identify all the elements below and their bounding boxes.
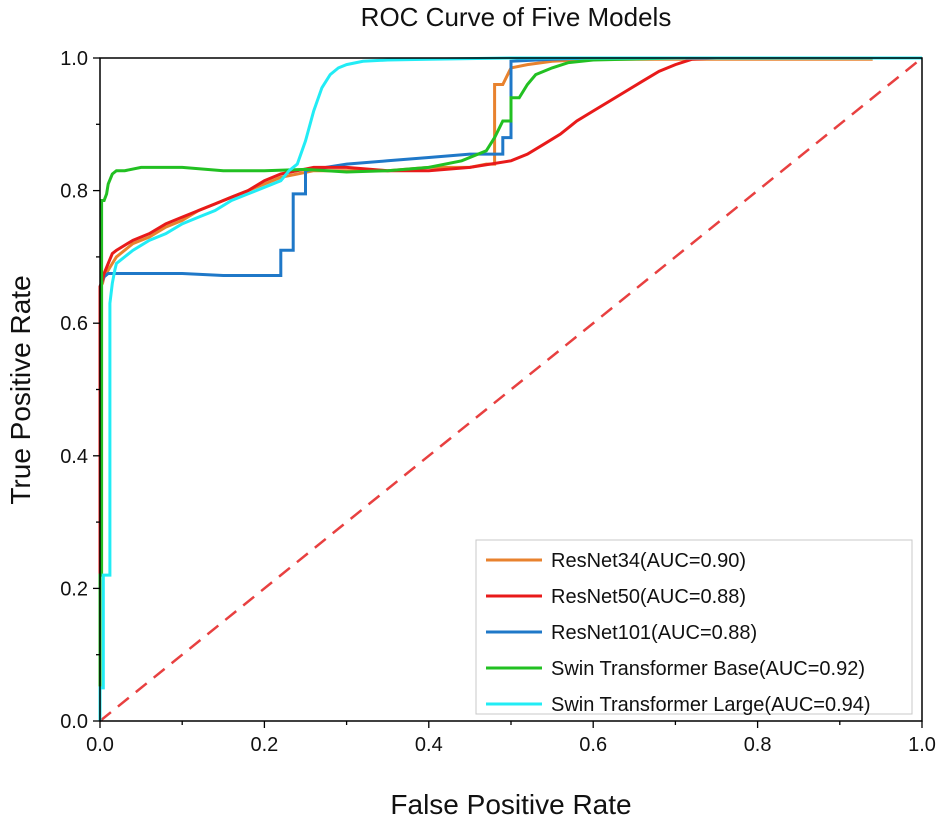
y-tick-label: 0.8: [60, 181, 88, 203]
series-line-resnet101-auc-0-88: [98, 56, 922, 721]
y-axis-ticks: 0.0 0.2 0.4 0.6 0.8 1.0: [60, 48, 100, 733]
x-axis-ticks: 0.0 0.2 0.4 0.6 0.8 1.0: [86, 721, 936, 756]
legend-label: Swin Transformer Large(AUC=0.94): [551, 694, 871, 716]
series-line-swin-transformer-base-auc-0-92: [98, 56, 922, 721]
legend-label: ResNet101(AUC=0.88): [551, 622, 757, 644]
legend: ResNet34(AUC=0.90) ResNet50(AUC=0.88) ResN…: [475, 539, 913, 716]
y-tick-label: 0.6: [60, 313, 88, 335]
legend-box: [475, 539, 913, 715]
legend-label: Swin Transformer Base(AUC=0.92): [551, 658, 865, 680]
x-tick-label: 0.2: [250, 734, 278, 756]
series-line-chance-diagonal: [99, 57, 923, 722]
chart-title: ROC Curve of Five Models: [361, 2, 672, 32]
series-line-swin-transformer-large-auc-0-94: [98, 56, 922, 721]
x-tick-label: 0.6: [579, 734, 607, 756]
y-tick-label: 0.0: [60, 711, 88, 733]
x-tick-label: 0.4: [415, 734, 443, 756]
series-line-resnet50-auc-0-88: [98, 56, 922, 721]
legend-label: ResNet50(AUC=0.88): [551, 586, 746, 608]
x-tick-label: 1.0: [908, 734, 936, 756]
series-line-resnet34-auc-0-90: [98, 57, 873, 721]
y-axis-label: True Positive Rate: [5, 275, 36, 504]
x-tick-label: 0.0: [86, 734, 114, 756]
plot-lines: [98, 56, 923, 722]
x-axis-label: False Positive Rate: [390, 789, 631, 820]
legend-label: ResNet34(AUC=0.90): [551, 550, 746, 572]
y-tick-label: 0.2: [60, 578, 88, 600]
y-tick-label: 0.4: [60, 446, 88, 468]
y-tick-label: 1.0: [60, 48, 88, 70]
x-tick-label: 0.8: [744, 734, 772, 756]
